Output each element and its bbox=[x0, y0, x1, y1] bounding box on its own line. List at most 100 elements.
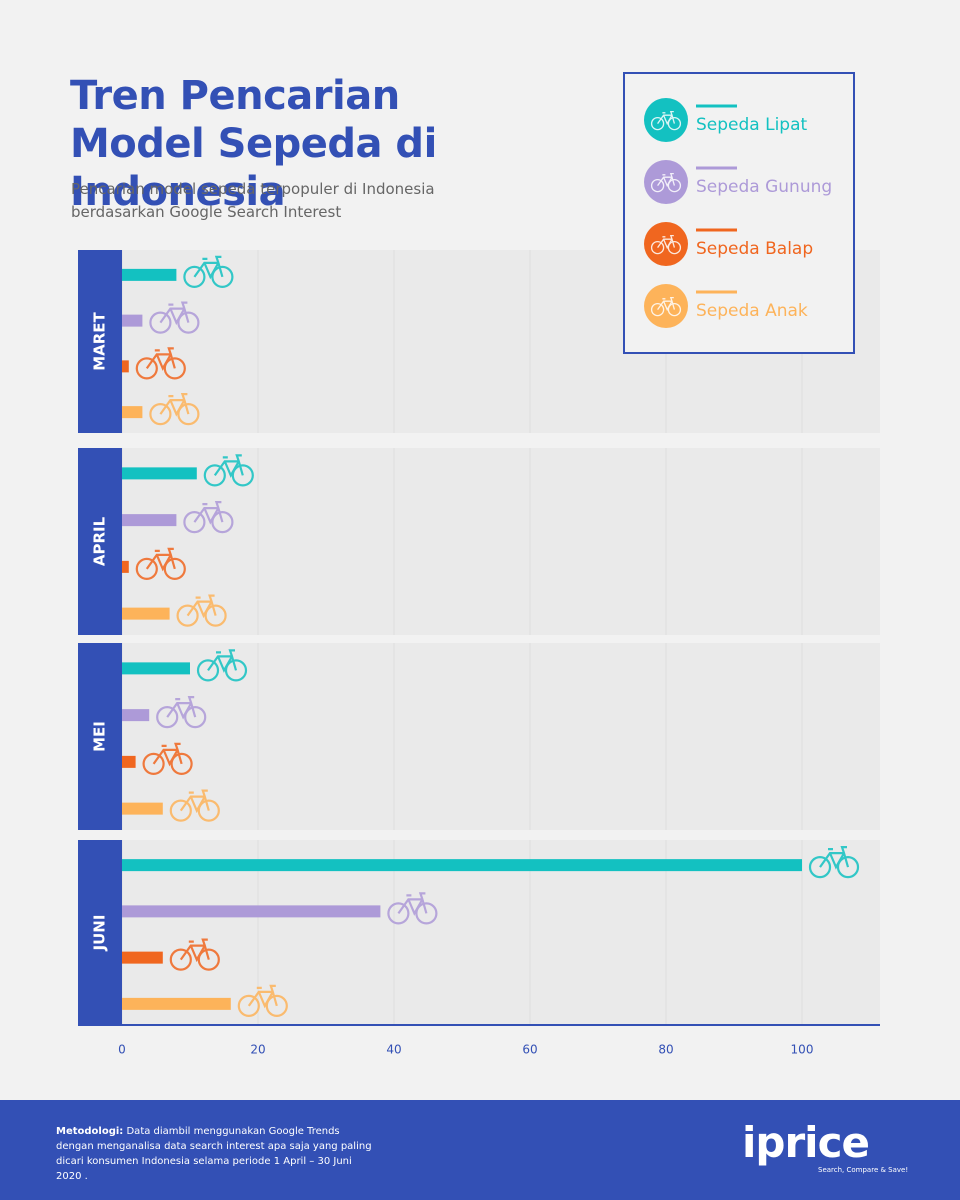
bike-wheel bbox=[169, 948, 192, 971]
group-panel bbox=[78, 448, 880, 635]
bar bbox=[122, 514, 177, 527]
bike-wheel bbox=[387, 902, 410, 925]
bar bbox=[122, 662, 190, 675]
bike-icon bbox=[203, 454, 254, 487]
legend-label: Sepeda Gunung bbox=[696, 177, 832, 197]
bike-wheel bbox=[163, 557, 186, 580]
bike-frame bbox=[247, 984, 278, 1009]
bike-frame bbox=[193, 501, 224, 525]
bike-icon bbox=[135, 347, 186, 380]
bike-frame bbox=[166, 696, 197, 720]
bike-wheel bbox=[211, 511, 234, 534]
bike-frame bbox=[152, 742, 183, 767]
tagline: Search, Compare & Save! bbox=[818, 1166, 909, 1174]
bike-frame bbox=[145, 547, 176, 572]
bar bbox=[122, 709, 150, 722]
group-panel bbox=[78, 643, 880, 830]
bike-icon bbox=[135, 547, 186, 580]
methodology-label: Metodologi: bbox=[56, 1126, 124, 1137]
bar bbox=[122, 607, 170, 620]
bike-wheel bbox=[197, 799, 220, 822]
bike-frame bbox=[186, 594, 217, 619]
bike-frame bbox=[207, 649, 238, 673]
footer: Metodologi: Data diambil menggunakan Goo… bbox=[0, 1100, 960, 1200]
bike-wheel bbox=[650, 178, 665, 193]
bike-wheel bbox=[177, 403, 200, 426]
bar bbox=[122, 951, 163, 964]
bike-wheel bbox=[196, 659, 220, 682]
chart-subtitle: Pencarian model sepeda terpopuler di Ind… bbox=[71, 180, 435, 221]
bike-wheel bbox=[231, 464, 254, 487]
bike-frame bbox=[159, 301, 190, 326]
bike-icon bbox=[183, 255, 234, 288]
bike-wheel bbox=[265, 994, 288, 1017]
x-tick-label: 40 bbox=[386, 1043, 401, 1057]
bike-frame bbox=[819, 846, 850, 870]
bike-frame bbox=[657, 296, 676, 312]
category-label: JUNI bbox=[91, 915, 109, 952]
bike-icon bbox=[650, 110, 682, 131]
category-label: APRIL bbox=[91, 516, 109, 566]
x-tick-label: 100 bbox=[791, 1043, 814, 1057]
legend-label: Sepeda Balap bbox=[696, 239, 813, 259]
bike-wheel bbox=[156, 706, 179, 729]
legend-label: Sepeda Anak bbox=[696, 301, 808, 321]
group-label-bg bbox=[78, 448, 122, 635]
bike-icon bbox=[142, 742, 193, 775]
chart: MARET APRIL MEI JUNI 0 20 40 60 80 100 Sepeda Lipa… bbox=[78, 72, 880, 1057]
bike-icon bbox=[650, 296, 682, 317]
bike-wheel bbox=[667, 240, 682, 255]
bike-wheel bbox=[142, 752, 165, 775]
bike-wheel bbox=[224, 659, 248, 682]
methodology: Metodologi: Data diambil menggunakan Goo… bbox=[56, 1124, 376, 1184]
bike-icon bbox=[183, 501, 234, 534]
bike-wheel bbox=[197, 948, 220, 971]
bike-icon bbox=[196, 649, 248, 682]
bike-wheel bbox=[203, 464, 226, 487]
bike-wheel bbox=[176, 604, 199, 627]
x-tick-label: 60 bbox=[522, 1043, 537, 1057]
x-tick-label: 80 bbox=[658, 1043, 673, 1057]
bar bbox=[122, 360, 129, 373]
bike-icon bbox=[387, 892, 438, 925]
bike-wheel bbox=[808, 856, 832, 879]
chart-title: Tren Pencarian Model Sepeda di Indonesia bbox=[70, 73, 437, 215]
bike-wheel bbox=[135, 357, 158, 380]
bike-wheel bbox=[667, 116, 682, 131]
bike-wheel bbox=[415, 902, 438, 925]
bike-wheel bbox=[650, 240, 665, 255]
bar bbox=[122, 560, 129, 573]
group-label-bg bbox=[78, 840, 122, 1025]
bike-wheel bbox=[163, 357, 186, 380]
bike-wheel bbox=[149, 311, 172, 334]
bike-icon bbox=[808, 846, 860, 879]
bike-wheel bbox=[183, 511, 206, 534]
bike-wheel bbox=[211, 265, 234, 288]
bike-wheel bbox=[169, 799, 192, 822]
bike-wheel bbox=[836, 856, 860, 879]
bike-frame bbox=[179, 789, 210, 814]
bike-frame bbox=[657, 172, 676, 188]
bar bbox=[122, 802, 163, 815]
bar bbox=[122, 755, 136, 768]
bar bbox=[122, 905, 381, 918]
bar bbox=[122, 406, 143, 419]
bike-wheel bbox=[650, 302, 665, 317]
bike-icon bbox=[149, 393, 200, 426]
group-label-bg bbox=[78, 643, 122, 830]
methodology-text: Data diambil menggunakan Google Trends d… bbox=[56, 1126, 372, 1182]
x-tick-label: 0 bbox=[118, 1043, 126, 1057]
bike-icon bbox=[176, 594, 227, 627]
bike-wheel bbox=[170, 752, 193, 775]
bike-wheel bbox=[135, 557, 158, 580]
logo: iprice bbox=[742, 1118, 870, 1167]
category-label: MEI bbox=[91, 721, 109, 752]
bike-wheel bbox=[667, 178, 682, 193]
bike-icon bbox=[156, 696, 207, 729]
bike-wheel bbox=[183, 265, 206, 288]
bike-icon bbox=[237, 984, 288, 1017]
category-label: MARET bbox=[91, 311, 109, 370]
bike-frame bbox=[179, 938, 210, 963]
bike-icon bbox=[169, 789, 220, 822]
